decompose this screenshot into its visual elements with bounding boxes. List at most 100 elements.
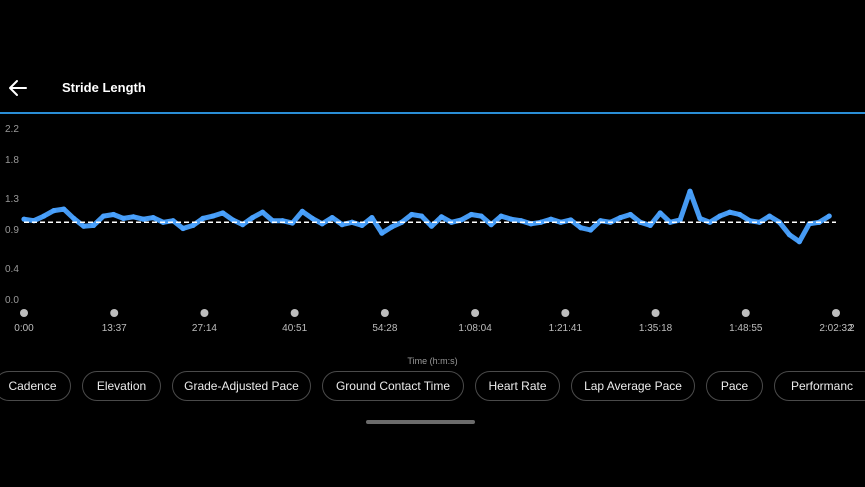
data-point — [21, 216, 27, 222]
data-point — [617, 215, 624, 221]
data-point — [309, 215, 315, 221]
data-point — [667, 219, 673, 225]
data-point — [697, 215, 703, 221]
data-point — [786, 232, 793, 238]
data-point — [419, 213, 425, 219]
data-point — [210, 213, 216, 219]
data-point — [81, 223, 87, 229]
data-point — [190, 222, 196, 228]
data-point — [568, 217, 574, 223]
app-header: Stride Length — [0, 0, 865, 114]
data-point — [796, 239, 802, 245]
chip-grade-adjusted-pace[interactable]: Grade-Adjusted Pace — [172, 371, 311, 401]
data-point — [578, 225, 584, 231]
data-point — [548, 216, 554, 222]
data-point — [240, 222, 246, 228]
chip-heart-rate[interactable]: Heart Rate — [475, 371, 560, 401]
y-tick-label: 0.0 — [5, 295, 19, 306]
data-point — [627, 211, 633, 218]
data-point — [647, 222, 653, 228]
data-point — [259, 209, 266, 215]
y-tick-label: 2.2 — [5, 124, 19, 135]
data-point — [140, 216, 146, 222]
x-tick-label: 1:21:41 — [549, 323, 583, 334]
data-point — [110, 211, 117, 218]
data-point — [677, 217, 683, 223]
y-tick-label: 0.9 — [5, 225, 19, 236]
chip-cadence[interactable]: Cadence — [0, 371, 71, 401]
data-point — [120, 215, 127, 221]
x-tick-label-partial: 2 — [849, 323, 855, 334]
x-tick-label: 13:37 — [102, 323, 127, 334]
x-tick-label: 1:08:04 — [458, 323, 492, 334]
data-point — [488, 222, 494, 228]
metric-chip-bar[interactable]: Cadence Elevation Grade-Adjusted Pace Gr… — [0, 371, 865, 403]
x-tick-label: 27:14 — [192, 323, 217, 334]
data-point — [230, 217, 236, 223]
x-tick-dot — [290, 309, 299, 317]
data-point — [458, 217, 464, 223]
data-point — [508, 216, 514, 222]
data-point — [359, 222, 365, 228]
y-tick-label: 0.4 — [5, 264, 19, 275]
x-tick-label: 54:28 — [372, 323, 397, 334]
data-point — [379, 230, 385, 236]
data-point — [289, 220, 295, 226]
data-point — [707, 219, 713, 225]
data-point — [329, 215, 335, 221]
data-point — [369, 215, 375, 221]
chip-lap-average-pace[interactable]: Lap Average Pace — [571, 371, 695, 401]
data-point — [727, 209, 733, 215]
page-title: Stride Length — [62, 80, 146, 95]
x-tick-dot — [832, 309, 840, 317]
x-tick-dot — [20, 309, 28, 317]
data-point — [498, 213, 504, 219]
data-point — [41, 213, 47, 219]
x-tick-label: 1:35:18 — [639, 323, 673, 334]
data-point — [409, 211, 415, 218]
data-point — [389, 224, 395, 230]
data-point — [588, 227, 594, 233]
stride-length-series-line — [21, 188, 832, 245]
y-tick-label: 1.8 — [5, 155, 19, 166]
data-point — [339, 222, 345, 228]
data-point — [71, 215, 77, 221]
data-point — [687, 188, 693, 194]
data-point — [130, 214, 136, 220]
x-tick-label: 1:48:55 — [729, 323, 763, 334]
x-tick-dot — [380, 309, 389, 317]
data-point — [250, 215, 256, 221]
x-tick-dot — [471, 309, 480, 317]
arrow-left-icon[interactable] — [6, 76, 30, 100]
chip-ground-contact-time[interactable]: Ground Contact Time — [322, 371, 464, 401]
x-tick-label: 2:02:32 — [819, 323, 853, 334]
data-point — [717, 213, 723, 219]
data-point — [180, 225, 186, 232]
x-tick-dot — [200, 309, 209, 317]
chip-pace[interactable]: Pace — [706, 371, 763, 401]
data-point — [438, 214, 445, 220]
data-point — [737, 211, 743, 218]
data-point — [468, 211, 474, 218]
data-point — [478, 213, 484, 219]
data-point — [51, 208, 57, 214]
header-divider — [0, 112, 865, 114]
home-indicator[interactable] — [366, 420, 475, 424]
x-tick-dot — [110, 309, 119, 317]
data-point — [220, 210, 226, 216]
x-tick-dot — [741, 309, 750, 317]
x-tick-label: 40:51 — [282, 323, 307, 334]
data-point — [428, 223, 435, 229]
x-axis-title: Time (h:m:s) — [407, 356, 458, 366]
x-tick-dot — [651, 309, 660, 317]
chip-performance[interactable]: Performanc — [774, 371, 865, 401]
x-tick-label: 0:00 — [14, 323, 34, 334]
chip-elevation[interactable]: Elevation — [82, 371, 161, 401]
data-point — [766, 213, 773, 219]
x-tick-dot — [561, 309, 570, 317]
data-point — [200, 215, 206, 221]
data-point — [61, 206, 67, 212]
data-point — [100, 213, 107, 219]
stride-length-chart[interactable]: 2.2 1.8 1.3 0.9 0.4 0.0 0:00 13:37 27:14 40:51 54:… — [0, 115, 865, 355]
data-point — [299, 208, 305, 214]
